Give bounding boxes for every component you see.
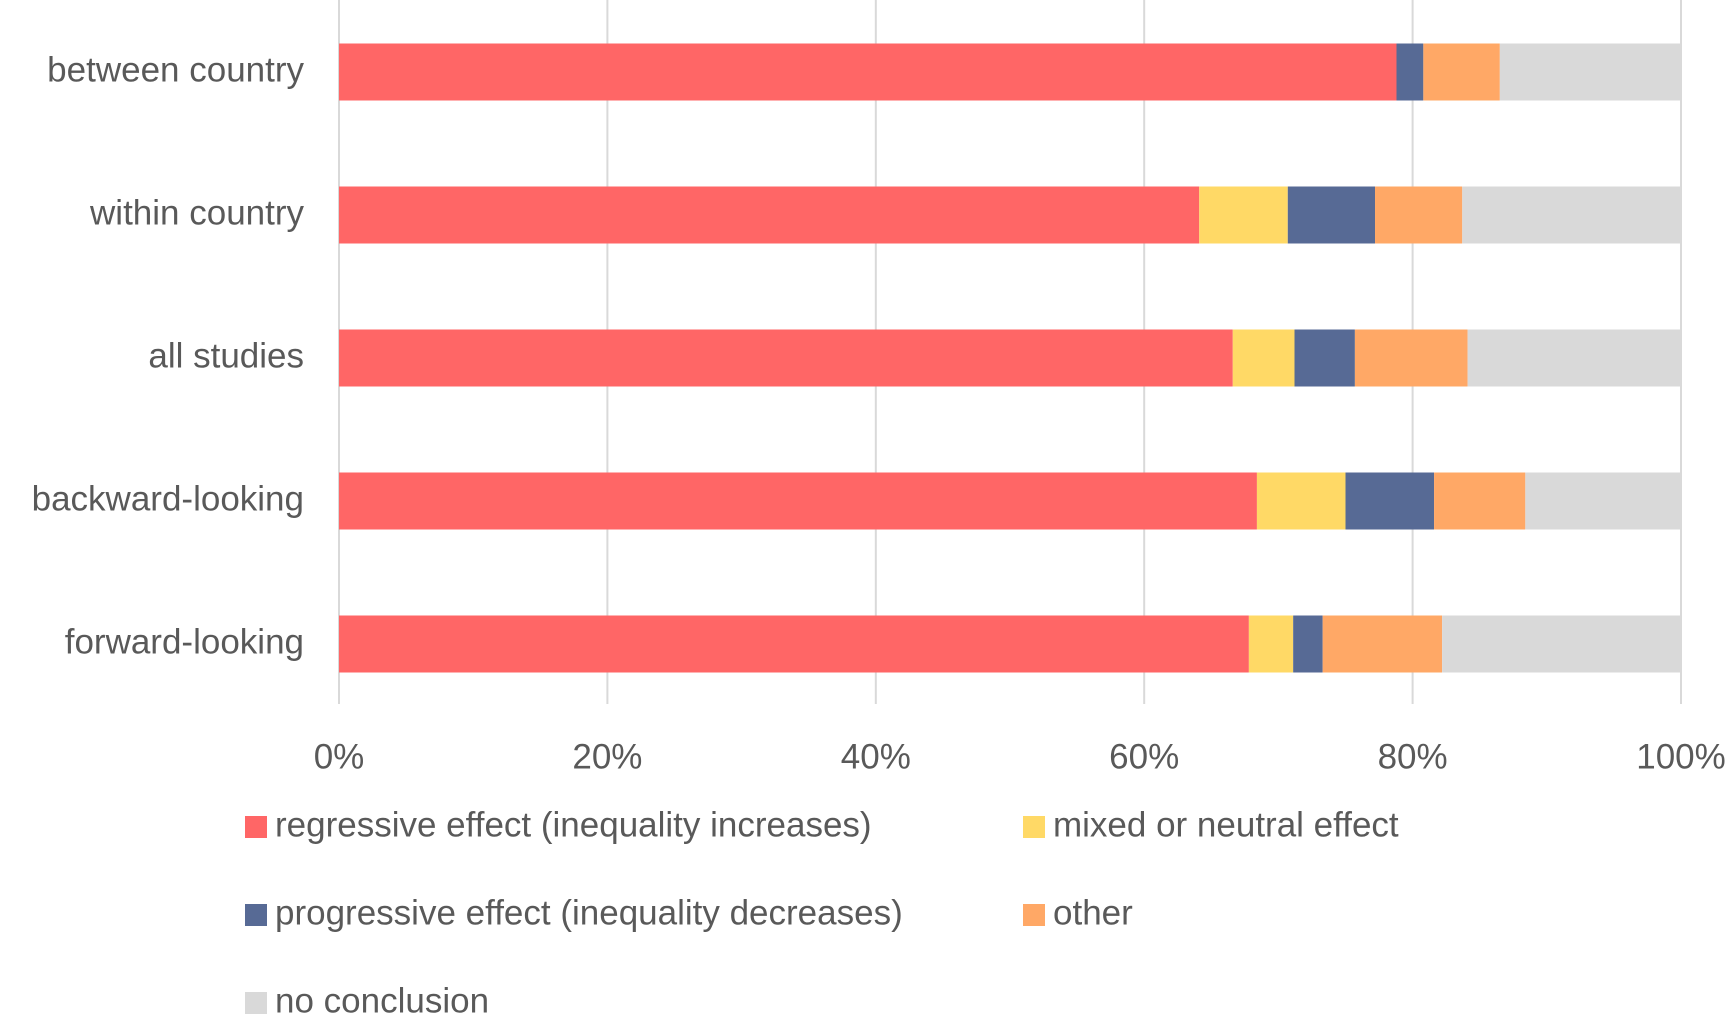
bar-segment xyxy=(339,615,1249,673)
legend-swatch xyxy=(245,992,267,1014)
legend-label: no conclusion xyxy=(275,981,489,1018)
bar-segment xyxy=(1345,472,1435,530)
bar-segment xyxy=(1322,615,1443,673)
legend-label: mixed or neutral effect xyxy=(1053,805,1399,844)
legend-swatch xyxy=(245,904,267,926)
x-tick-label: 60% xyxy=(1109,737,1179,776)
bar-segment xyxy=(1375,186,1463,244)
legend-swatch xyxy=(1023,816,1045,838)
y-tick-label: within country xyxy=(89,193,304,232)
legend-label: other xyxy=(1053,893,1133,932)
bar-segment xyxy=(1294,329,1355,387)
bar-segment xyxy=(339,472,1257,530)
bar-segment xyxy=(339,186,1200,244)
bar-segment xyxy=(1256,472,1346,530)
bar-segment xyxy=(1442,615,1681,673)
bar-segment xyxy=(1232,329,1295,387)
y-tick-label: backward-looking xyxy=(32,479,304,518)
bar-segment xyxy=(1199,186,1288,244)
x-tick-label: 100% xyxy=(1636,737,1725,776)
bar-segment xyxy=(1467,329,1681,387)
legend-label: regressive effect (inequality increases) xyxy=(275,805,872,844)
x-tick-label: 40% xyxy=(841,737,911,776)
legend-label: progressive effect (inequality decreases… xyxy=(275,893,903,932)
x-tick-label: 20% xyxy=(572,737,642,776)
bar-segment xyxy=(1287,186,1376,244)
bar-segment xyxy=(1434,472,1526,530)
bar-segment xyxy=(1248,615,1294,673)
bar-segment xyxy=(339,43,1397,101)
y-tick-label: forward-looking xyxy=(65,622,304,661)
y-tick-label: between country xyxy=(47,50,304,89)
bar-segment xyxy=(1423,43,1500,101)
legend-swatch xyxy=(245,816,267,838)
bar-segment xyxy=(1525,472,1681,530)
x-tick-label: 0% xyxy=(314,737,365,776)
bar-segment xyxy=(339,329,1233,387)
x-tick-label: 80% xyxy=(1378,737,1448,776)
bar-segment xyxy=(1293,615,1323,673)
bar-segment xyxy=(1499,43,1681,101)
bar-segment xyxy=(1354,329,1468,387)
bar-segment xyxy=(1396,43,1424,101)
legend-swatch xyxy=(1023,904,1045,926)
bar-segment xyxy=(1462,186,1681,244)
y-tick-label: all studies xyxy=(148,336,304,375)
